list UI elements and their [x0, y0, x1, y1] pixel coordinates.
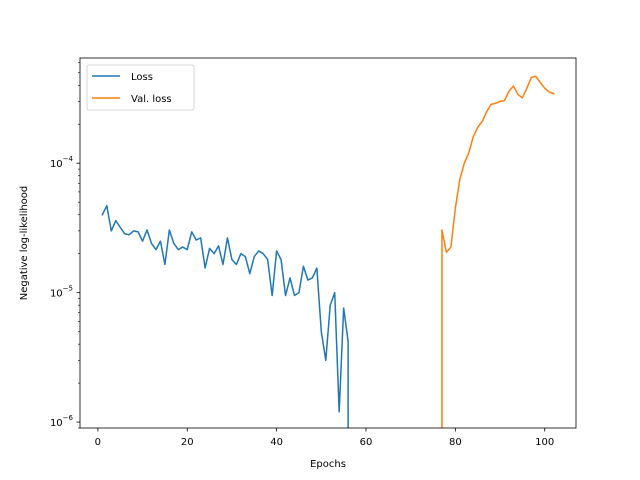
legend: Loss Val. loss	[86, 64, 195, 111]
x-tick-label: 20	[181, 437, 194, 448]
y-tick-label: 10−6	[50, 414, 74, 429]
series-line-val-loss	[441, 75, 555, 428]
x-tick-label: 100	[535, 437, 554, 448]
x-tick-label: 0	[95, 437, 101, 448]
series-line-loss	[101, 204, 349, 428]
legend-label: Val. loss	[131, 94, 172, 105]
legend-label: Loss	[131, 72, 153, 83]
x-tick-label: 40	[270, 437, 283, 448]
x-tick-label: 80	[449, 437, 462, 448]
x-tick-label: 60	[360, 437, 373, 448]
plot-frame	[79, 57, 577, 429]
y-tick-label: 10−5	[50, 285, 73, 300]
y-axis-label: Negative log-likelihood	[19, 186, 30, 301]
y-tick-label: 10−4	[50, 155, 74, 170]
x-axis-label: Epochs	[310, 459, 346, 470]
